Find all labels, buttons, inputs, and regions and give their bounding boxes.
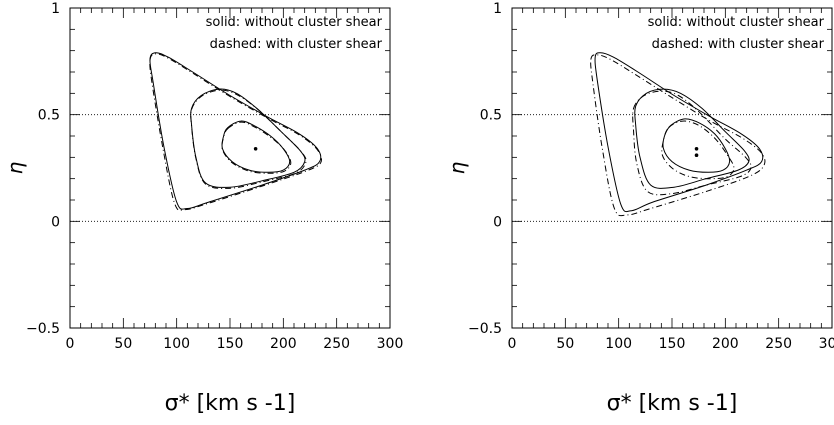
left-panel: 0 50 100 150 200 250 300 −0.5 0 0.5 1 solid: withou… [3, 1, 403, 416]
dashed-contour [632, 90, 752, 196]
y-axis-label: η [3, 161, 27, 174]
y-axis-label: η [445, 161, 469, 174]
x-tick-label: 250 [323, 336, 350, 352]
y-tick-label: 0 [51, 214, 60, 230]
x-tick-label: 300 [377, 336, 404, 352]
right-panel: 0 50 100 150 200 250 300 −0.5 0 0.5 1 solid: withou… [445, 1, 834, 416]
x-tick-label: 50 [556, 336, 574, 352]
y-tick-label: −0.5 [468, 321, 502, 337]
solid-contour [594, 52, 764, 213]
y-tick-label: 0 [493, 214, 502, 230]
x-tick-label: 150 [217, 336, 244, 352]
x-tick-label: 250 [765, 336, 792, 352]
y-tick-label: 0.5 [480, 108, 502, 124]
y-tick-label: 0.5 [38, 108, 60, 124]
solid-contour [190, 88, 306, 188]
x-axis-label: σ* [km s -1] [607, 391, 738, 416]
x-tick-label: 200 [270, 336, 297, 352]
legend-annotation: solid: without cluster shear [206, 15, 383, 30]
legend-annotation: solid: without cluster shear [648, 15, 825, 30]
x-tick-label: 100 [605, 336, 632, 352]
plot-frame [69, 7, 391, 329]
legend-annotation: dashed: with cluster shear [652, 37, 825, 52]
x-tick-label: 200 [712, 336, 739, 352]
dashed-contour [590, 54, 766, 217]
best-fit-point [253, 147, 258, 151]
x-tick-label: 50 [114, 336, 132, 352]
y-tick-label: −0.5 [26, 321, 60, 337]
x-tick-label: 0 [66, 336, 75, 352]
solid-contour [149, 52, 322, 210]
legend-annotation: dashed: with cluster shear [210, 37, 383, 52]
x-tick-label: 300 [819, 336, 834, 352]
dashed-contour [149, 53, 322, 211]
x-tick-label: 150 [659, 336, 686, 352]
solid-contour [221, 120, 291, 173]
x-tick-label: 100 [163, 336, 190, 352]
solid-contour [634, 88, 750, 189]
x-axis-label: σ* [km s -1] [165, 391, 296, 416]
best-fit-point [694, 147, 699, 151]
dashed-contour [190, 89, 307, 189]
dashed-contour [221, 121, 292, 174]
y-tick-label: 1 [51, 1, 60, 17]
x-tick-label: 0 [508, 336, 517, 352]
y-tick-label: 1 [493, 1, 502, 17]
best-fit-point [694, 153, 699, 157]
dashed-contour [661, 120, 735, 180]
solid-contour [662, 118, 731, 173]
